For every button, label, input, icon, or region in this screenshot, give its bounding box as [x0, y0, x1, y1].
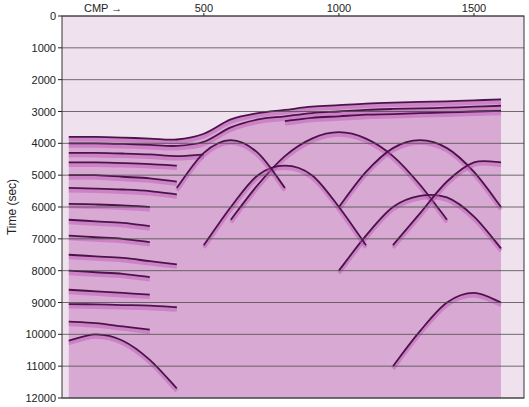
reflection [177, 140, 285, 188]
reflection-halo [393, 164, 501, 248]
reflection [69, 175, 177, 181]
y-tick-label: 10000 [25, 328, 56, 340]
plot-marks [69, 99, 501, 398]
grid-line [62, 302, 524, 303]
y-tick [58, 175, 62, 176]
reflection [69, 162, 177, 165]
grid-line [62, 143, 524, 144]
x-tick-label: 1500 [462, 2, 486, 14]
y-tick-label: 5000 [32, 169, 56, 181]
reflection [69, 271, 150, 277]
reflection [393, 161, 501, 245]
grid-line [62, 334, 524, 335]
grid-line [62, 79, 524, 80]
reflection-halo [339, 197, 501, 273]
reflection [204, 166, 366, 246]
grid-line [62, 366, 524, 367]
y-tick-label: 2000 [32, 74, 56, 86]
reflection-halo [69, 337, 177, 391]
reflection [69, 255, 177, 265]
y-tick-label: 4000 [32, 137, 56, 149]
y-tick [58, 398, 62, 399]
reflection [339, 195, 501, 271]
y-tick [58, 111, 62, 112]
reflection [393, 293, 501, 366]
y-tick-label: 1000 [32, 42, 56, 54]
reflection [69, 204, 150, 207]
y-tick-label: 0 [50, 10, 56, 22]
y-tick [58, 16, 62, 17]
y-tick-label: 6000 [32, 201, 56, 213]
sediment-fill [69, 99, 501, 398]
y-tick [58, 270, 62, 271]
reflection-halo [69, 113, 501, 158]
y-axis-title: Time (sec) [5, 179, 19, 235]
reflection [69, 111, 501, 156]
y-tick [58, 302, 62, 303]
y-tick-label: 11000 [26, 360, 56, 372]
reflection [69, 334, 177, 388]
grid-line [62, 111, 524, 112]
grid-line [62, 47, 524, 48]
y-tick-label: 7000 [32, 233, 56, 245]
reflection [69, 304, 177, 307]
y-tick [58, 143, 62, 144]
y-tick [58, 79, 62, 80]
reflection-halo [393, 295, 501, 368]
y-tick-label: 12000 [25, 392, 56, 404]
y-tick [58, 207, 62, 208]
grid-line [62, 238, 524, 239]
y-tick-label: 9000 [32, 297, 56, 309]
grid-line [62, 175, 524, 176]
reflection [69, 322, 150, 330]
y-tick [58, 334, 62, 335]
chart: 0 1000 2000 3000 4000 5000 6000 7000 8000 9000 100… [0, 0, 529, 407]
x-tick-label: 500 [195, 2, 213, 14]
reflection-halo [69, 178, 177, 184]
grid-line [62, 207, 524, 208]
y-tick [58, 47, 62, 48]
reflection [69, 290, 150, 295]
y-tick [58, 366, 62, 367]
plot-frame [62, 16, 524, 398]
x-axis-title: CMP → [84, 2, 122, 14]
reflection [69, 188, 177, 194]
plot-background [62, 16, 524, 398]
y-tick [58, 238, 62, 239]
grid-line [62, 270, 524, 271]
y-tick-label: 3000 [32, 106, 56, 118]
x-tick-label: 1000 [327, 2, 351, 14]
reflection [69, 220, 150, 226]
y-tick-label: 8000 [32, 265, 56, 277]
reflection-halo [204, 168, 366, 248]
